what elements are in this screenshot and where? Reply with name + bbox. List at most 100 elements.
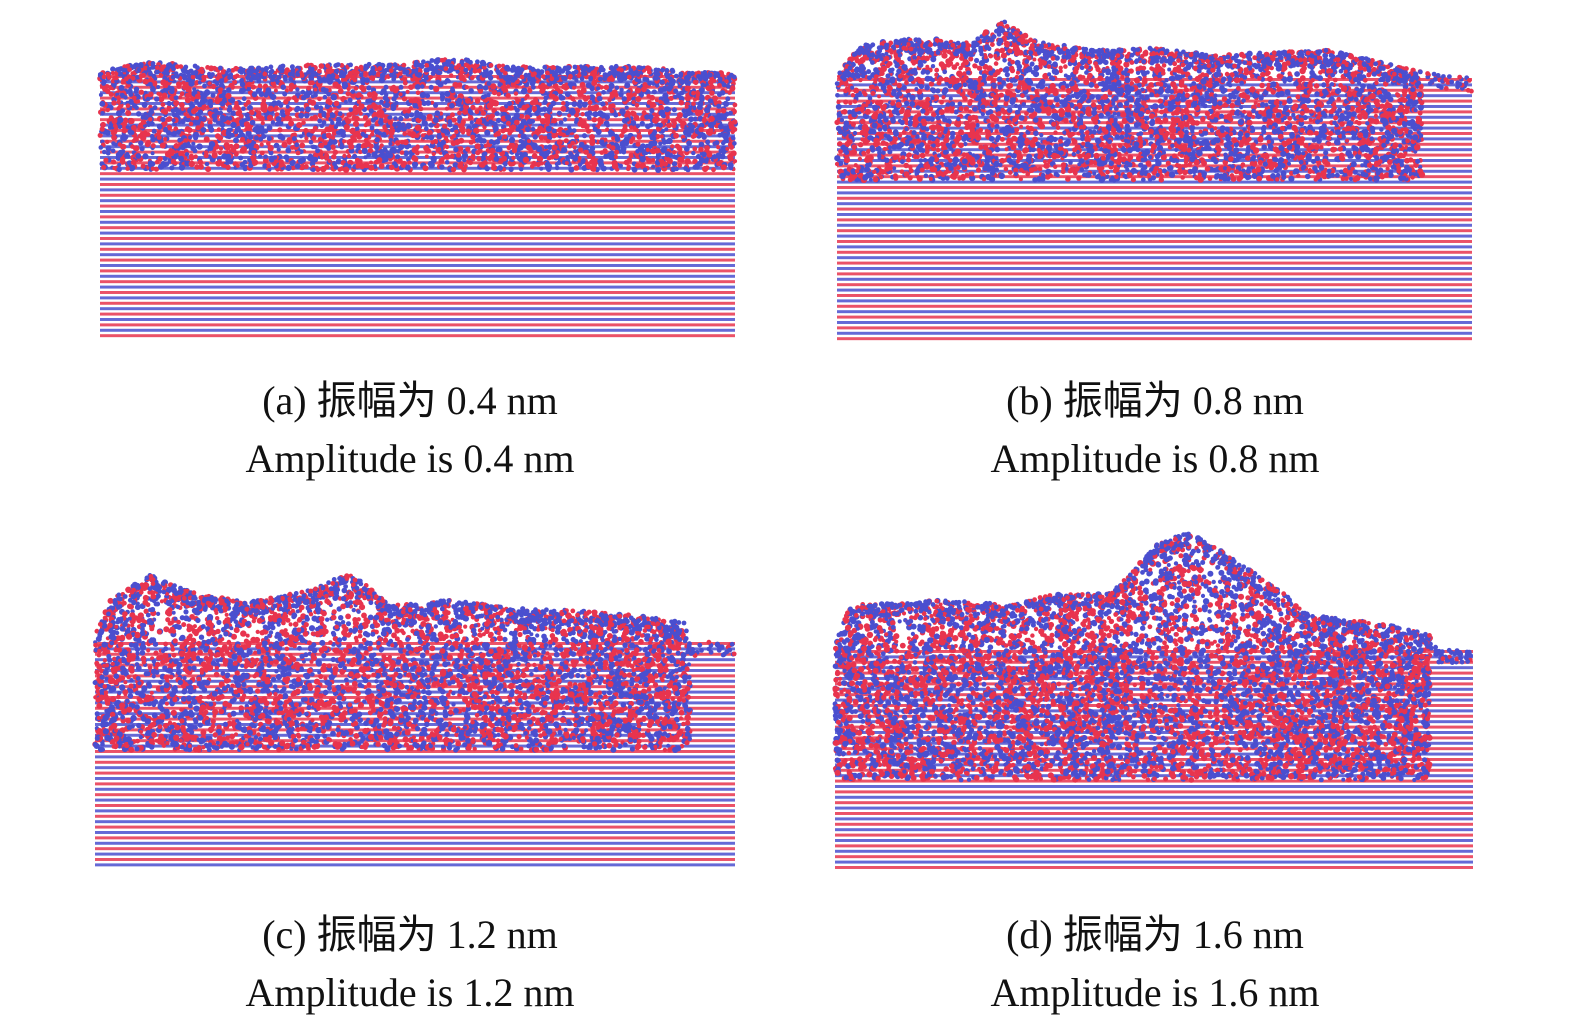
atom bbox=[415, 144, 420, 149]
atom bbox=[521, 104, 528, 111]
atom bbox=[260, 130, 265, 135]
atom bbox=[424, 93, 431, 99]
md-simulation-image-b bbox=[834, 19, 1474, 341]
atom bbox=[511, 155, 516, 160]
atom bbox=[110, 70, 116, 76]
atom bbox=[185, 92, 190, 98]
atom bbox=[724, 79, 729, 84]
surface-atom bbox=[338, 73, 344, 79]
surface-atom bbox=[514, 69, 520, 75]
atom bbox=[880, 84, 887, 91]
atom bbox=[621, 149, 627, 155]
atom bbox=[1322, 52, 1329, 59]
surface-atom bbox=[334, 68, 340, 74]
atom bbox=[117, 116, 124, 124]
atom bbox=[268, 150, 274, 156]
surface-atom bbox=[121, 67, 127, 73]
atom bbox=[231, 111, 236, 116]
atom bbox=[274, 112, 280, 117]
surface-atom bbox=[636, 65, 642, 70]
atom bbox=[640, 143, 646, 149]
surface-atom bbox=[312, 70, 317, 76]
atom bbox=[150, 151, 155, 156]
atom bbox=[311, 135, 317, 141]
atom bbox=[351, 115, 358, 121]
surface-atom bbox=[510, 76, 515, 82]
atom bbox=[481, 138, 487, 144]
atom bbox=[460, 126, 466, 132]
surface-atom bbox=[352, 69, 358, 75]
atom bbox=[837, 160, 844, 166]
atom bbox=[246, 81, 252, 88]
atom bbox=[649, 148, 655, 154]
surface-atom bbox=[215, 75, 221, 81]
atom bbox=[561, 101, 566, 106]
atom bbox=[548, 104, 553, 109]
atom bbox=[468, 88, 474, 94]
atom bbox=[317, 118, 323, 124]
atom bbox=[332, 81, 339, 88]
atom bbox=[294, 163, 301, 169]
surface-atom bbox=[181, 75, 187, 81]
lattice-row bbox=[100, 296, 735, 300]
surface-atom bbox=[545, 73, 550, 79]
atom bbox=[226, 87, 232, 93]
atom bbox=[686, 140, 692, 147]
atom bbox=[720, 107, 727, 114]
atom bbox=[299, 134, 304, 139]
atom bbox=[958, 65, 963, 71]
atom bbox=[583, 149, 589, 155]
atom bbox=[455, 69, 460, 74]
atom bbox=[150, 86, 156, 93]
surface-atom bbox=[474, 62, 480, 68]
atom bbox=[298, 112, 305, 119]
surface-atom bbox=[579, 76, 585, 81]
atom bbox=[473, 127, 480, 134]
atom bbox=[137, 133, 143, 139]
atom bbox=[518, 123, 525, 130]
surface-atom bbox=[660, 79, 665, 85]
surface-atom bbox=[268, 64, 274, 70]
atom bbox=[166, 101, 172, 106]
atom bbox=[623, 140, 630, 146]
atom bbox=[131, 95, 137, 101]
atom bbox=[572, 145, 577, 150]
atom bbox=[677, 163, 683, 168]
atom bbox=[181, 80, 186, 85]
atom bbox=[110, 66, 116, 72]
atom bbox=[568, 166, 575, 173]
atom bbox=[217, 135, 224, 141]
surface-atom bbox=[295, 72, 300, 77]
surface-atom bbox=[468, 59, 473, 65]
atom bbox=[255, 113, 262, 119]
surface-atom bbox=[654, 75, 659, 81]
atom bbox=[542, 99, 548, 105]
atom bbox=[492, 125, 499, 132]
atom bbox=[259, 150, 265, 156]
atom bbox=[195, 115, 200, 121]
lattice-row bbox=[837, 250, 1472, 254]
atom bbox=[221, 153, 228, 160]
surface-atom bbox=[707, 72, 713, 78]
lattice-row bbox=[100, 280, 735, 284]
surface-atom bbox=[459, 59, 465, 65]
atom bbox=[393, 116, 398, 121]
surface-atom bbox=[303, 63, 309, 69]
surface-atom bbox=[199, 69, 205, 75]
surface-atom bbox=[424, 63, 430, 68]
atom bbox=[654, 147, 661, 154]
atom bbox=[554, 162, 559, 167]
surface-atom bbox=[201, 74, 207, 80]
atom bbox=[671, 107, 678, 113]
atom bbox=[347, 139, 353, 144]
atom bbox=[495, 117, 502, 124]
surface-atom bbox=[183, 64, 189, 70]
atom bbox=[696, 109, 703, 116]
atom bbox=[671, 129, 676, 134]
atom bbox=[651, 89, 657, 95]
atom bbox=[450, 87, 456, 94]
atom bbox=[171, 118, 176, 123]
atom bbox=[193, 135, 199, 141]
lattice-row bbox=[100, 253, 735, 257]
atom bbox=[651, 164, 656, 169]
